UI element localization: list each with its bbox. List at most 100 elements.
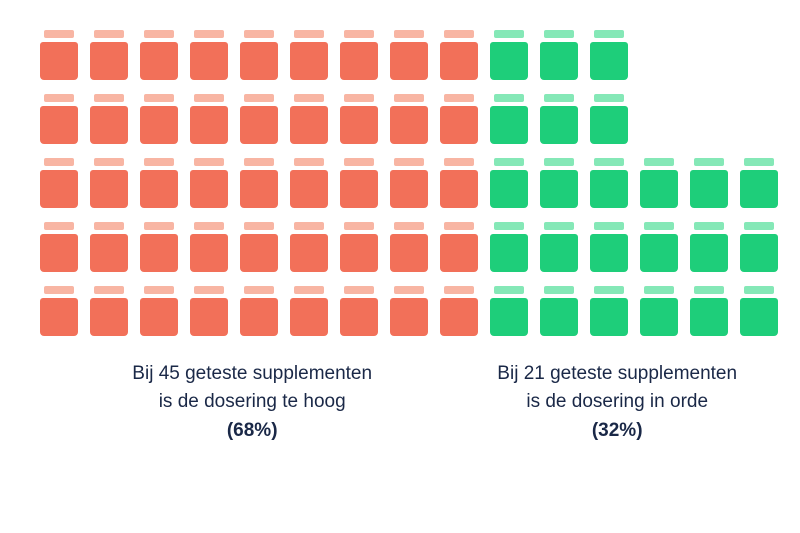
jar-lid <box>644 222 674 230</box>
jar-too-high <box>290 286 328 336</box>
jar-lid <box>394 286 424 294</box>
jar-too-high <box>40 158 78 208</box>
jar-body <box>90 298 128 336</box>
jar-body <box>440 298 478 336</box>
jar-lid <box>244 30 274 38</box>
jar-lid <box>544 158 574 166</box>
jar-body <box>540 106 578 144</box>
jar-too-high <box>340 158 378 208</box>
jar-lid <box>494 286 524 294</box>
jar-lid <box>144 222 174 230</box>
pictogram-row <box>40 30 760 80</box>
jar-body <box>690 170 728 208</box>
jar-lid <box>94 94 124 102</box>
jar-body <box>440 106 478 144</box>
jar-body <box>640 234 678 272</box>
jar-body <box>590 42 628 80</box>
jar-lid <box>744 222 774 230</box>
jar-body <box>240 298 278 336</box>
jar-body <box>140 106 178 144</box>
jar-body <box>140 42 178 80</box>
jar-body <box>440 170 478 208</box>
jar-body <box>340 106 378 144</box>
jar-too-high <box>390 222 428 272</box>
jar-too-high <box>40 94 78 144</box>
jar-in-order <box>490 94 528 144</box>
jar-lid <box>594 286 624 294</box>
jar-too-high <box>90 158 128 208</box>
jar-body <box>40 42 78 80</box>
jar-body <box>140 298 178 336</box>
jar-lid <box>194 158 224 166</box>
jar-body <box>640 170 678 208</box>
jar-in-order <box>640 158 678 208</box>
jar-body <box>190 170 228 208</box>
jar-body <box>690 234 728 272</box>
pictogram-grid <box>40 30 760 336</box>
jar-too-high <box>440 94 478 144</box>
jar-body <box>90 42 128 80</box>
jar-body <box>290 106 328 144</box>
jar-too-high <box>40 286 78 336</box>
pictogram-row <box>40 94 760 144</box>
jar-body <box>340 234 378 272</box>
jar-in-order <box>540 158 578 208</box>
jar-body <box>340 170 378 208</box>
jar-too-high <box>390 94 428 144</box>
jar-in-order <box>540 286 578 336</box>
jar-lid <box>144 30 174 38</box>
jar-body <box>540 298 578 336</box>
jar-lid <box>444 286 474 294</box>
caption-b-line1: Bij 21 geteste supplementen <box>497 360 737 388</box>
jar-body <box>190 234 228 272</box>
caption-a-line1: Bij 45 geteste supplementen <box>132 360 372 388</box>
jar-body <box>290 170 328 208</box>
jar-too-high <box>390 30 428 80</box>
jar-lid <box>494 158 524 166</box>
jar-lid <box>344 158 374 166</box>
jar-body <box>240 106 278 144</box>
jar-body <box>390 170 428 208</box>
jar-too-high <box>340 30 378 80</box>
jar-too-high <box>190 94 228 144</box>
jar-lid <box>44 222 74 230</box>
jar-body <box>240 234 278 272</box>
jar-lid <box>144 158 174 166</box>
jar-body <box>740 298 778 336</box>
jar-lid <box>294 222 324 230</box>
jar-body <box>290 42 328 80</box>
jar-in-order <box>540 30 578 80</box>
jar-lid <box>694 286 724 294</box>
jar-too-high <box>390 286 428 336</box>
jar-lid <box>344 94 374 102</box>
jar-lid <box>644 286 674 294</box>
jar-too-high <box>140 94 178 144</box>
caption-too-high: Bij 45 geteste supplementen is de doseri… <box>70 360 434 445</box>
jar-in-order <box>540 222 578 272</box>
jar-too-high <box>440 222 478 272</box>
jar-lid <box>44 158 74 166</box>
jar-lid <box>644 158 674 166</box>
caption-a-line2: is de dosering te hoog <box>159 388 346 416</box>
jar-in-order <box>740 286 778 336</box>
jar-lid <box>594 222 624 230</box>
jar-lid <box>244 158 274 166</box>
jar-body <box>590 170 628 208</box>
jar-too-high <box>40 30 78 80</box>
jar-body <box>540 234 578 272</box>
caption-a-pct: (68%) <box>227 417 278 445</box>
jar-too-high <box>140 286 178 336</box>
jar-lid <box>444 30 474 38</box>
jar-in-order <box>740 222 778 272</box>
jar-lid <box>394 30 424 38</box>
pictogram-row <box>40 286 760 336</box>
jar-in-order <box>590 222 628 272</box>
jar-lid <box>444 158 474 166</box>
jar-too-high <box>440 30 478 80</box>
jar-body <box>390 234 428 272</box>
jar-body <box>740 234 778 272</box>
pictogram-row <box>40 222 760 272</box>
jar-too-high <box>440 158 478 208</box>
jar-in-order <box>640 222 678 272</box>
jar-body <box>390 42 428 80</box>
